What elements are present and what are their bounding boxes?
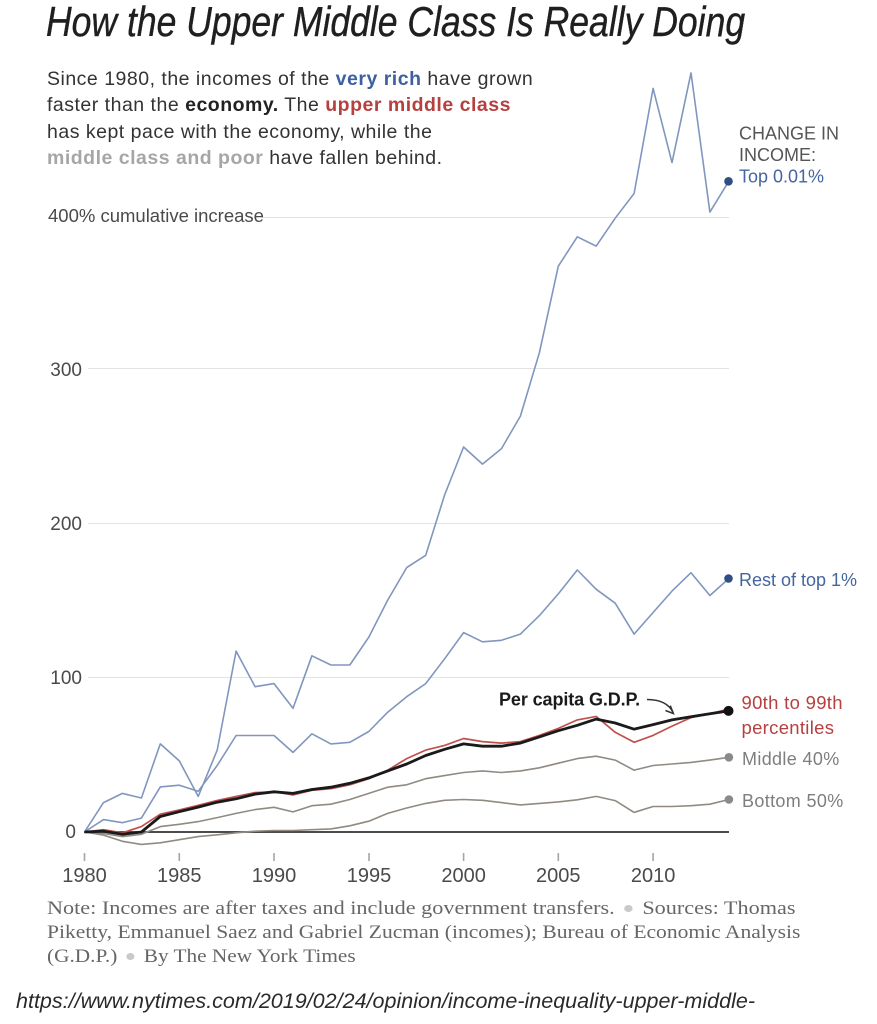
svg-text:2005: 2005 <box>536 865 581 887</box>
svg-text:CHANGE IN: CHANGE IN <box>739 124 839 144</box>
svg-text:Bottom 50%: Bottom 50% <box>742 791 844 811</box>
svg-text:2010: 2010 <box>631 865 676 887</box>
svg-text:INCOME:: INCOME: <box>739 145 816 165</box>
svg-text:300: 300 <box>50 360 82 381</box>
svg-text:Middle 40%: Middle 40% <box>742 749 840 769</box>
svg-text:2000: 2000 <box>441 865 486 887</box>
svg-text:Rest of top 1%: Rest of top 1% <box>739 570 857 590</box>
svg-text:1980: 1980 <box>62 865 107 887</box>
svg-text:100: 100 <box>50 668 82 689</box>
svg-text:1995: 1995 <box>347 865 392 887</box>
svg-text:Top 0.01%: Top 0.01% <box>739 167 824 187</box>
svg-text:percentiles: percentiles <box>742 717 835 738</box>
svg-text:90th to 99th: 90th to 99th <box>742 692 843 713</box>
svg-text:1985: 1985 <box>157 865 202 887</box>
svg-text:Per capita G.D.P.: Per capita G.D.P. <box>499 690 640 710</box>
svg-text:0: 0 <box>65 822 76 843</box>
svg-text:200: 200 <box>50 514 82 535</box>
svg-text:400% cumulative increase: 400% cumulative increase <box>48 205 264 226</box>
svg-text:1990: 1990 <box>252 865 297 887</box>
